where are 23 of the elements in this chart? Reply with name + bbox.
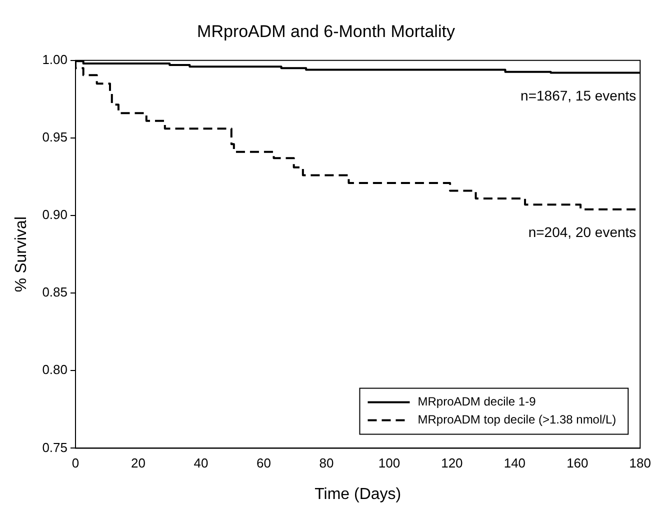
y-tick-label: 0.95 bbox=[42, 130, 68, 145]
y-tick-label: 0.80 bbox=[42, 362, 68, 378]
x-tick-label: 120 bbox=[441, 456, 463, 471]
annotation: n=1867, 15 events bbox=[520, 88, 636, 104]
x-tick-label: 160 bbox=[566, 456, 588, 471]
chart-title: MRproADM and 6-Month Mortality bbox=[197, 22, 456, 41]
x-tick-label: 0 bbox=[72, 456, 80, 471]
y-tick-label: 0.85 bbox=[42, 284, 68, 300]
y-tick-label: 1.00 bbox=[42, 52, 68, 67]
y-tick-label: 0.75 bbox=[42, 440, 68, 455]
x-axis-title: Time (Days) bbox=[314, 486, 402, 503]
x-tick-label: 60 bbox=[256, 456, 271, 471]
y-axis-title: % Survival bbox=[13, 216, 30, 292]
x-tick-label: 100 bbox=[378, 456, 400, 471]
x-tick-label: 180 bbox=[629, 456, 652, 471]
legend-label: MRproADM top decile (>1.38 nmol/L) bbox=[418, 412, 616, 427]
annotation: n=204, 20 events bbox=[528, 224, 636, 240]
x-tick-label: 40 bbox=[194, 456, 208, 471]
y-tick-label: 0.90 bbox=[42, 207, 68, 222]
x-tick-label: 80 bbox=[319, 456, 334, 471]
legend-label: MRproADM decile 1-9 bbox=[418, 394, 536, 409]
x-tick-label: 20 bbox=[131, 456, 146, 471]
x-tick-label: 140 bbox=[504, 456, 526, 471]
